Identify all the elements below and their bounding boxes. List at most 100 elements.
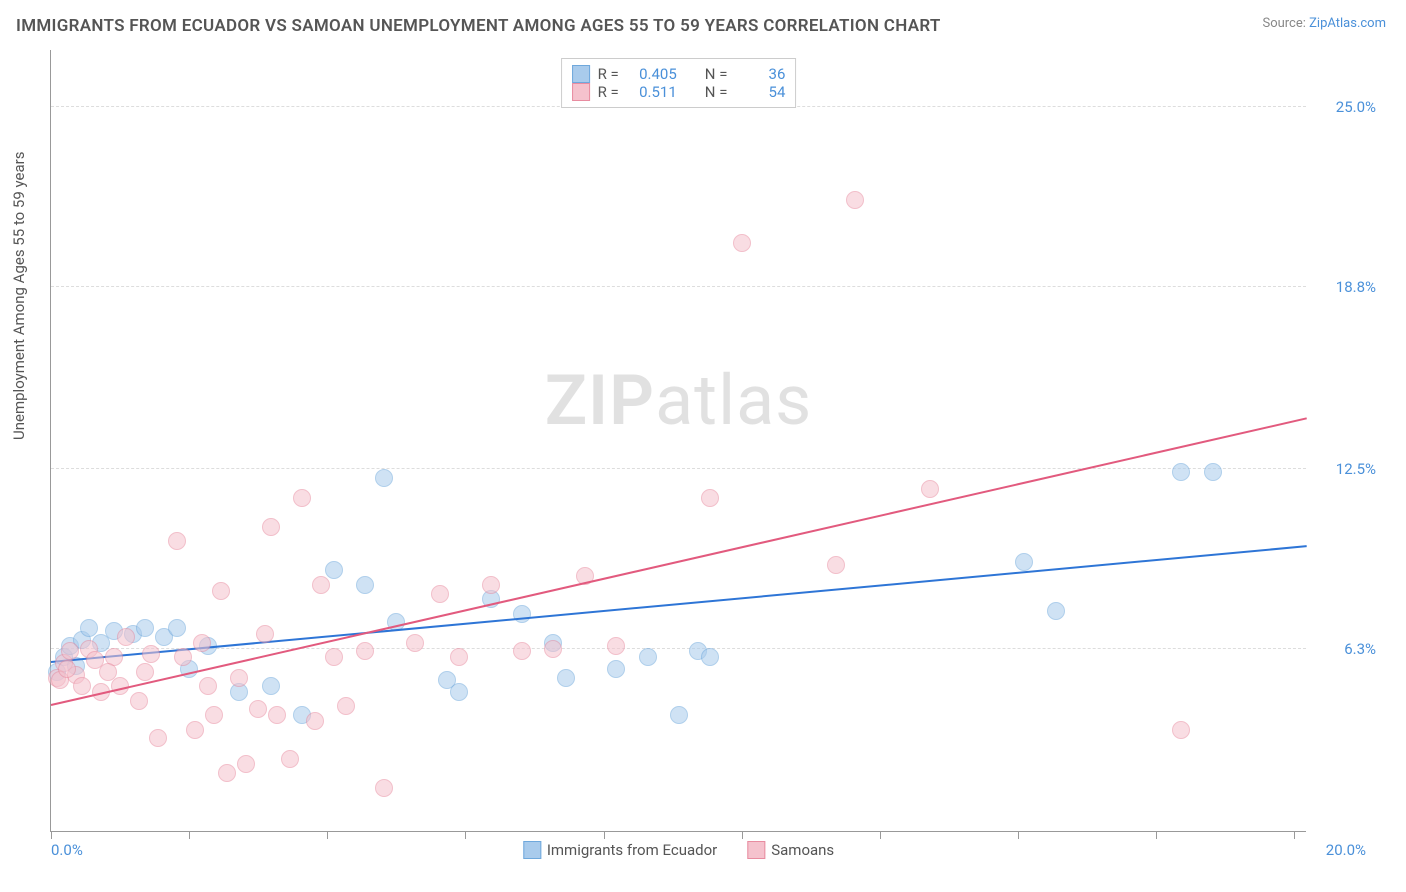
scatter-point bbox=[193, 634, 211, 652]
scatter-point bbox=[557, 669, 575, 687]
scatter-point bbox=[827, 556, 845, 574]
n-label: N = bbox=[705, 65, 728, 83]
scatter-point bbox=[130, 692, 148, 710]
scatter-point bbox=[212, 582, 230, 600]
scatter-point bbox=[218, 764, 236, 782]
legend-row: R = 0.511 N = 54 bbox=[572, 83, 786, 101]
scatter-point bbox=[544, 640, 562, 658]
scatter-point bbox=[262, 677, 280, 695]
scatter-point bbox=[199, 677, 217, 695]
scatter-point bbox=[450, 683, 468, 701]
gridline bbox=[51, 648, 1306, 649]
watermark-zip: ZIP bbox=[545, 360, 655, 442]
y-tick-label: 18.8% bbox=[1336, 278, 1376, 296]
scatter-point bbox=[1172, 463, 1190, 481]
scatter-point bbox=[306, 712, 324, 730]
scatter-point bbox=[1047, 602, 1065, 620]
scatter-point bbox=[701, 648, 719, 666]
scatter-point bbox=[205, 706, 223, 724]
r-label: R = bbox=[598, 83, 619, 101]
x-tick-label-min: 0.0% bbox=[51, 841, 83, 859]
scatter-point bbox=[921, 480, 939, 498]
legend-swatch bbox=[572, 65, 590, 83]
scatter-point bbox=[701, 489, 719, 507]
scatter-point bbox=[58, 660, 76, 678]
watermark-atlas: atlas bbox=[655, 360, 812, 442]
scatter-point bbox=[607, 660, 625, 678]
scatter-point bbox=[249, 700, 267, 718]
series-legend: Immigrants from Ecuador Samoans bbox=[523, 841, 834, 859]
scatter-point bbox=[293, 489, 311, 507]
scatter-point bbox=[356, 642, 374, 660]
scatter-point bbox=[256, 625, 274, 643]
scatter-point bbox=[406, 634, 424, 652]
scatter-point bbox=[73, 677, 91, 695]
scatter-point bbox=[513, 642, 531, 660]
scatter-point bbox=[670, 706, 688, 724]
r-value: 0.511 bbox=[627, 83, 677, 101]
gridline bbox=[51, 286, 1306, 287]
scatter-point bbox=[174, 648, 192, 666]
x-tick bbox=[1156, 831, 1157, 839]
scatter-point bbox=[325, 648, 343, 666]
r-label: R = bbox=[598, 65, 619, 83]
scatter-point bbox=[136, 619, 154, 637]
y-tick-label: 12.5% bbox=[1336, 460, 1376, 478]
x-tick bbox=[465, 831, 466, 839]
chart-title: IMMIGRANTS FROM ECUADOR VS SAMOAN UNEMPL… bbox=[16, 16, 941, 36]
scatter-point bbox=[230, 669, 248, 687]
x-tick bbox=[327, 831, 328, 839]
n-value: 36 bbox=[735, 65, 785, 83]
scatter-point bbox=[237, 755, 255, 773]
scatter-point bbox=[482, 576, 500, 594]
y-axis-label: Unemployment Among Ages 55 to 59 years bbox=[10, 152, 28, 440]
scatter-point bbox=[168, 619, 186, 637]
scatter-point bbox=[846, 191, 864, 209]
x-tick bbox=[880, 831, 881, 839]
legend-item: Samoans bbox=[747, 841, 834, 859]
scatter-point bbox=[337, 697, 355, 715]
gridline bbox=[51, 468, 1306, 469]
legend-swatch bbox=[523, 841, 541, 859]
scatter-point bbox=[281, 750, 299, 768]
legend-swatch bbox=[572, 83, 590, 101]
source-credit: Source: ZipAtlas.com bbox=[1262, 16, 1386, 31]
scatter-point bbox=[375, 469, 393, 487]
x-tick bbox=[1018, 831, 1019, 839]
legend-item: Immigrants from Ecuador bbox=[523, 841, 717, 859]
scatter-point bbox=[168, 532, 186, 550]
legend-label: Immigrants from Ecuador bbox=[547, 841, 717, 859]
legend-row: R = 0.405 N = 36 bbox=[572, 65, 786, 83]
scatter-point bbox=[142, 645, 160, 663]
scatter-point bbox=[149, 729, 167, 747]
scatter-point bbox=[262, 518, 280, 536]
x-tick bbox=[604, 831, 605, 839]
correlation-legend: R = 0.405 N = 36 R = 0.511 N = 54 bbox=[561, 58, 797, 108]
x-tick bbox=[742, 831, 743, 839]
scatter-point bbox=[431, 585, 449, 603]
scatter-point bbox=[61, 642, 79, 660]
n-value: 54 bbox=[735, 83, 785, 101]
scatter-point bbox=[136, 663, 154, 681]
scatter-point bbox=[312, 576, 330, 594]
scatter-point bbox=[268, 706, 286, 724]
x-tick-label-max: 20.0% bbox=[1326, 841, 1366, 859]
scatter-point bbox=[450, 648, 468, 666]
legend-label: Samoans bbox=[771, 841, 834, 859]
scatter-point bbox=[186, 721, 204, 739]
scatter-point bbox=[356, 576, 374, 594]
source-link[interactable]: ZipAtlas.com bbox=[1309, 16, 1386, 31]
x-tick bbox=[51, 831, 52, 839]
r-value: 0.405 bbox=[627, 65, 677, 83]
scatter-point bbox=[607, 637, 625, 655]
x-tick bbox=[189, 831, 190, 839]
scatter-point bbox=[99, 663, 117, 681]
scatter-point bbox=[639, 648, 657, 666]
scatter-point bbox=[117, 628, 135, 646]
n-label: N = bbox=[705, 83, 728, 101]
plot-area: ZIPatlas R =0.405N =36R =0.511N =54 Immi… bbox=[50, 50, 1306, 832]
scatter-point bbox=[1015, 553, 1033, 571]
scatter-point bbox=[325, 561, 343, 579]
scatter-point bbox=[375, 779, 393, 797]
y-tick-label: 25.0% bbox=[1336, 98, 1376, 116]
